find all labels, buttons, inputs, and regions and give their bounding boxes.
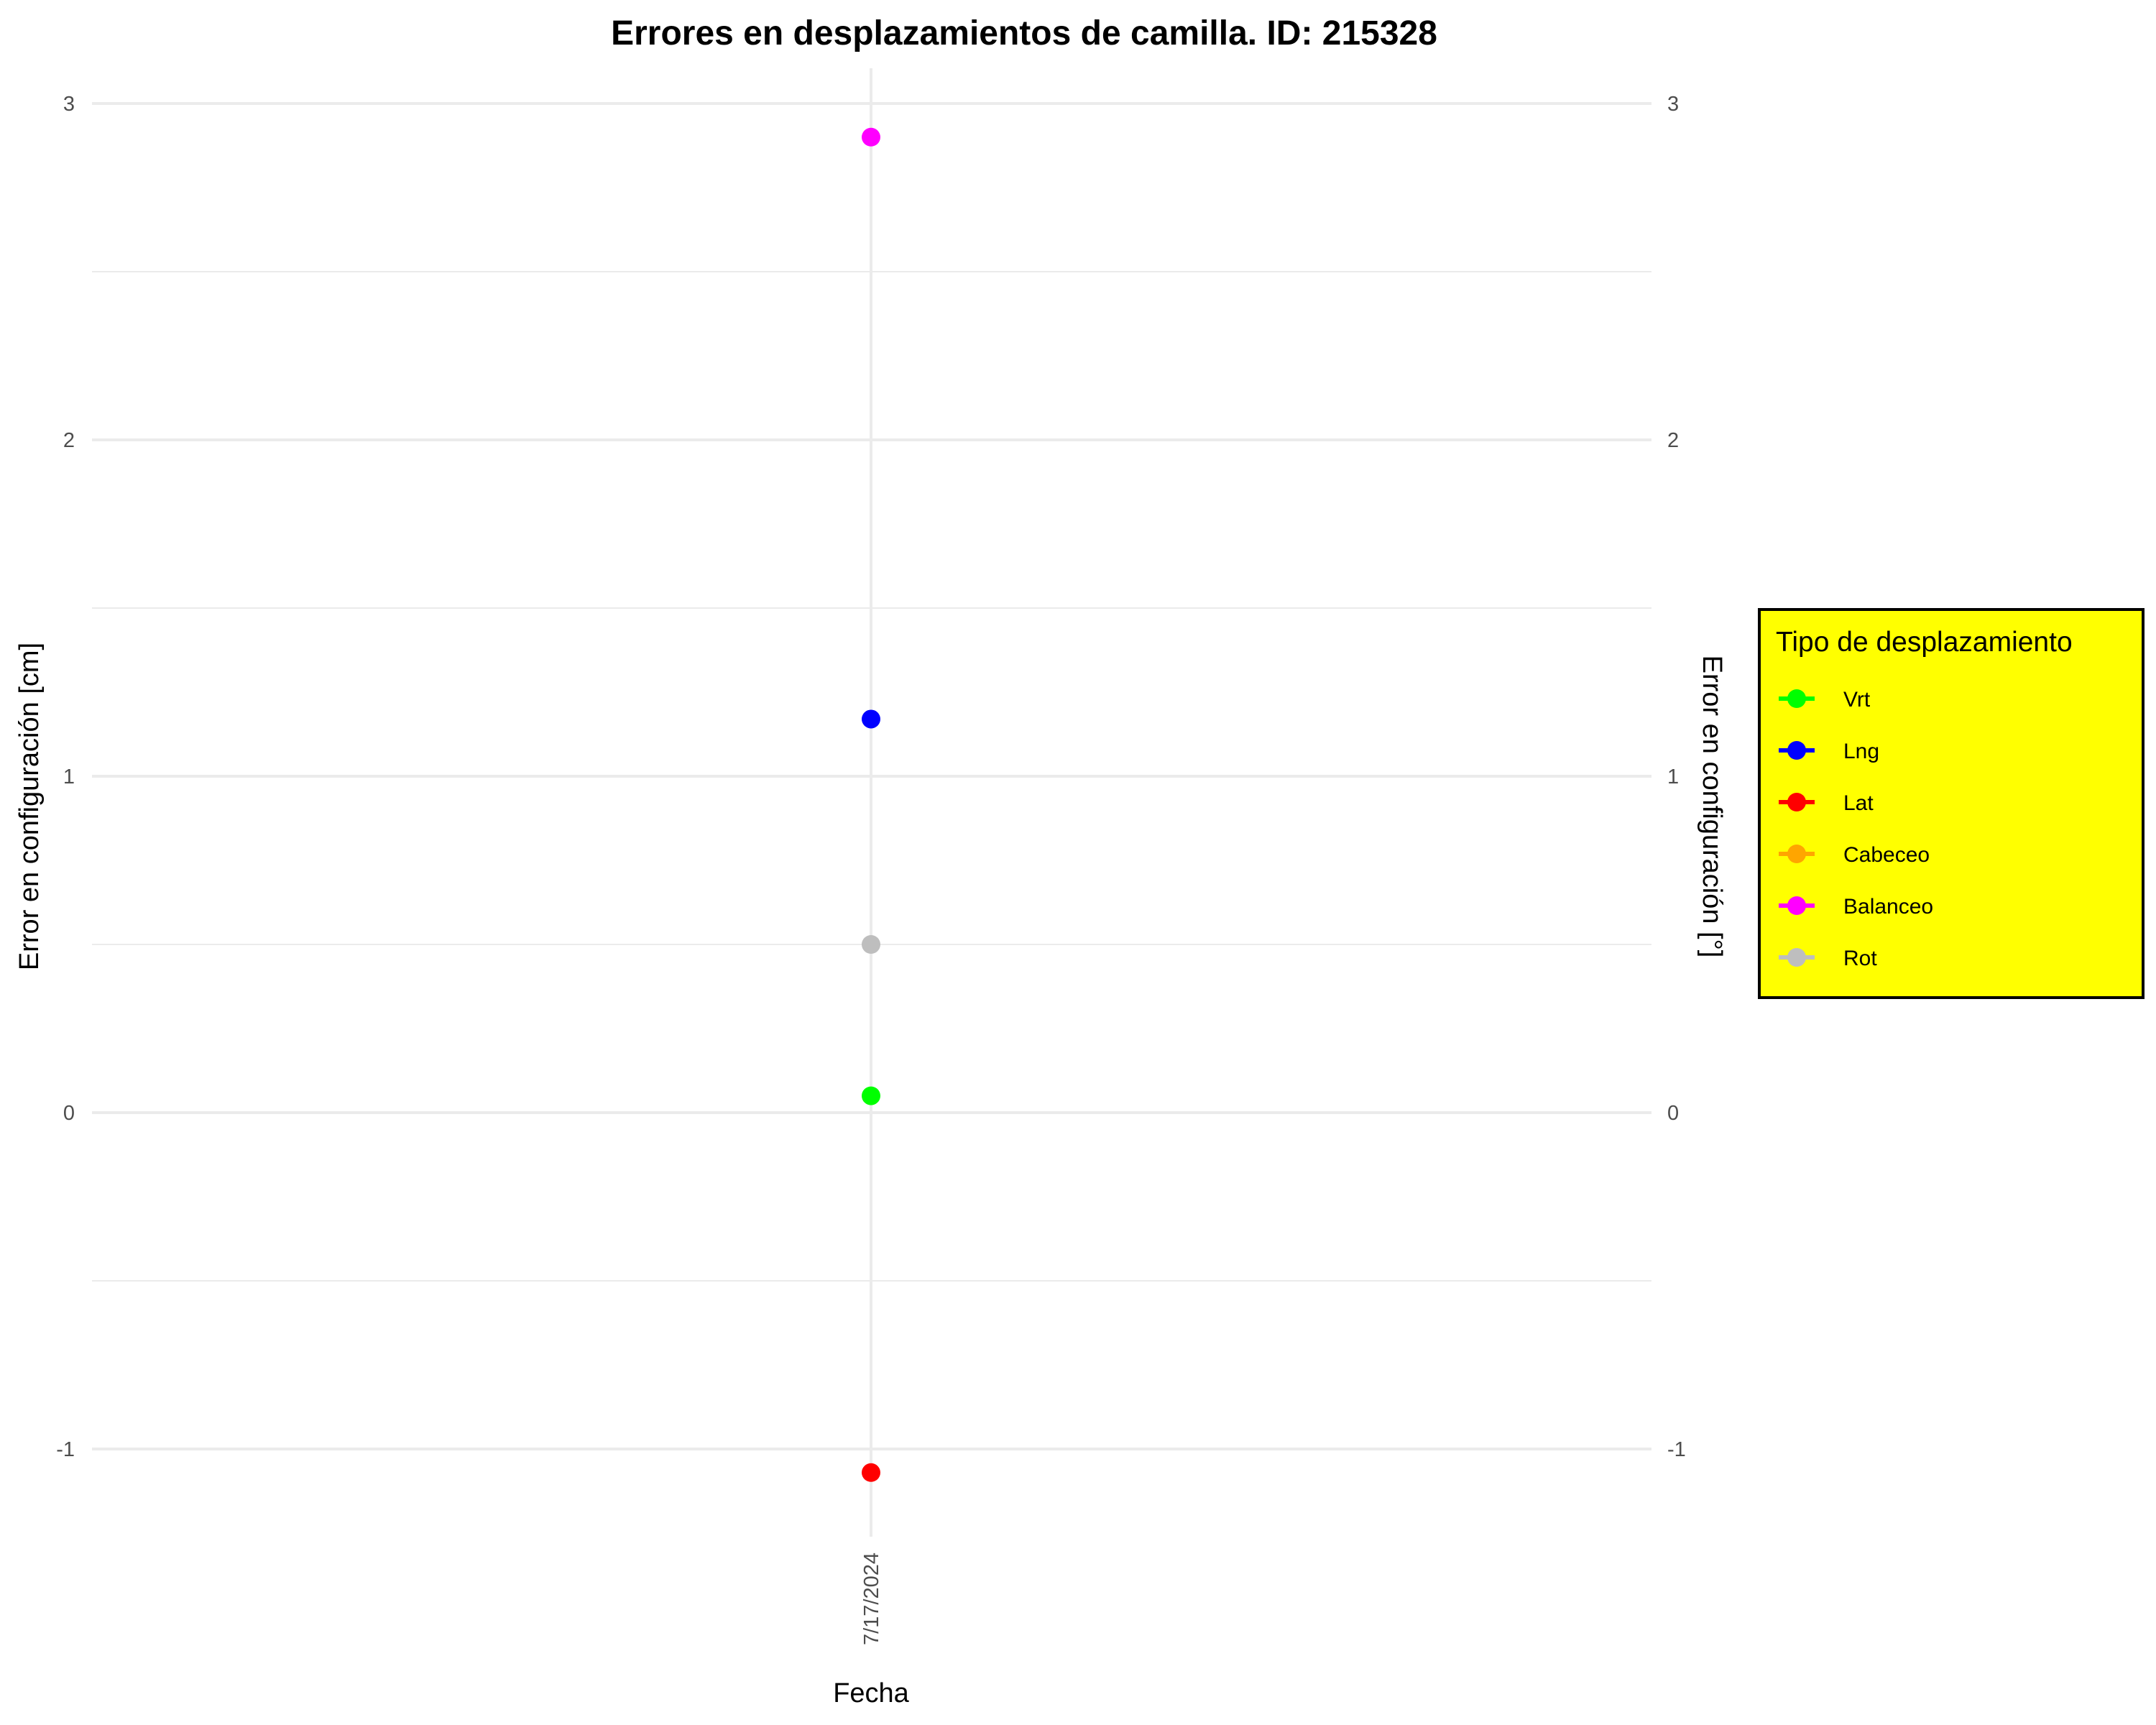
- legend-items: Vrt Lng Lat Cabeceo Balanceo Rot: [1779, 688, 1933, 970]
- legend-key-point: [1787, 741, 1806, 760]
- legend-box: [1758, 608, 2145, 999]
- legend-item-cabeceo: Cabeceo: [1779, 843, 1930, 867]
- x-tick-label: 7/17/2024: [860, 1552, 883, 1645]
- legend-label: Vrt: [1843, 688, 1871, 712]
- legend-item-balanceo: Balanceo: [1779, 895, 1933, 919]
- point-rot: [862, 935, 880, 954]
- y-axis-title-left: Error en configuración [cm]: [14, 643, 45, 970]
- point-lng: [862, 709, 880, 729]
- legend: Tipo de desplazamiento Vrt Lng Lat Cabeceo B…: [1758, 608, 2145, 999]
- point-lat: [862, 1463, 880, 1482]
- legend-item-vrt: Vrt: [1779, 688, 1871, 712]
- legend-key-point: [1787, 689, 1806, 708]
- legend-key-point: [1787, 845, 1806, 863]
- legend-title: Tipo de desplazamiento: [1776, 627, 2073, 658]
- legend-label: Rot: [1843, 947, 1877, 970]
- y-tick-label-right: 1: [1667, 765, 1679, 788]
- legend-key-point: [1787, 793, 1806, 811]
- y-tick-label-left: 0: [63, 1102, 75, 1125]
- y-tick-label-right: -1: [1667, 1438, 1686, 1461]
- legend-item-rot: Rot: [1779, 947, 1877, 970]
- y-tick-label-right: 0: [1667, 1102, 1679, 1125]
- x-axis-title: Fecha: [833, 1678, 909, 1708]
- legend-label: Cabeceo: [1843, 843, 1930, 867]
- y-tick-label-left: 1: [63, 765, 75, 788]
- y-tick-label-left: -1: [56, 1438, 75, 1461]
- grid: [92, 68, 1651, 1537]
- chart-title: Errores en desplazamientos de camilla. I…: [611, 14, 1437, 52]
- y-tick-label-right: 3: [1667, 93, 1679, 116]
- point-vrt: [862, 1086, 880, 1105]
- y-axis-title-right: Error en configuración [°]: [1697, 656, 1727, 958]
- point-balanceo: [862, 127, 880, 147]
- axis-ticks: 3 3 2 2 1 1 0 0 -1 -1 7/17/2024: [56, 93, 1686, 1645]
- legend-item-lng: Lng: [1779, 740, 1879, 763]
- legend-label: Lng: [1843, 740, 1879, 763]
- data-points: [862, 127, 880, 1482]
- y-tick-label-left: 3: [63, 93, 75, 116]
- y-tick-label-right: 2: [1667, 429, 1679, 452]
- legend-label: Lat: [1843, 791, 1874, 815]
- legend-item-lat: Lat: [1779, 791, 1874, 815]
- legend-key-point: [1787, 896, 1806, 915]
- legend-label: Balanceo: [1843, 895, 1933, 919]
- legend-key-point: [1787, 948, 1806, 967]
- y-tick-label-left: 2: [63, 429, 75, 452]
